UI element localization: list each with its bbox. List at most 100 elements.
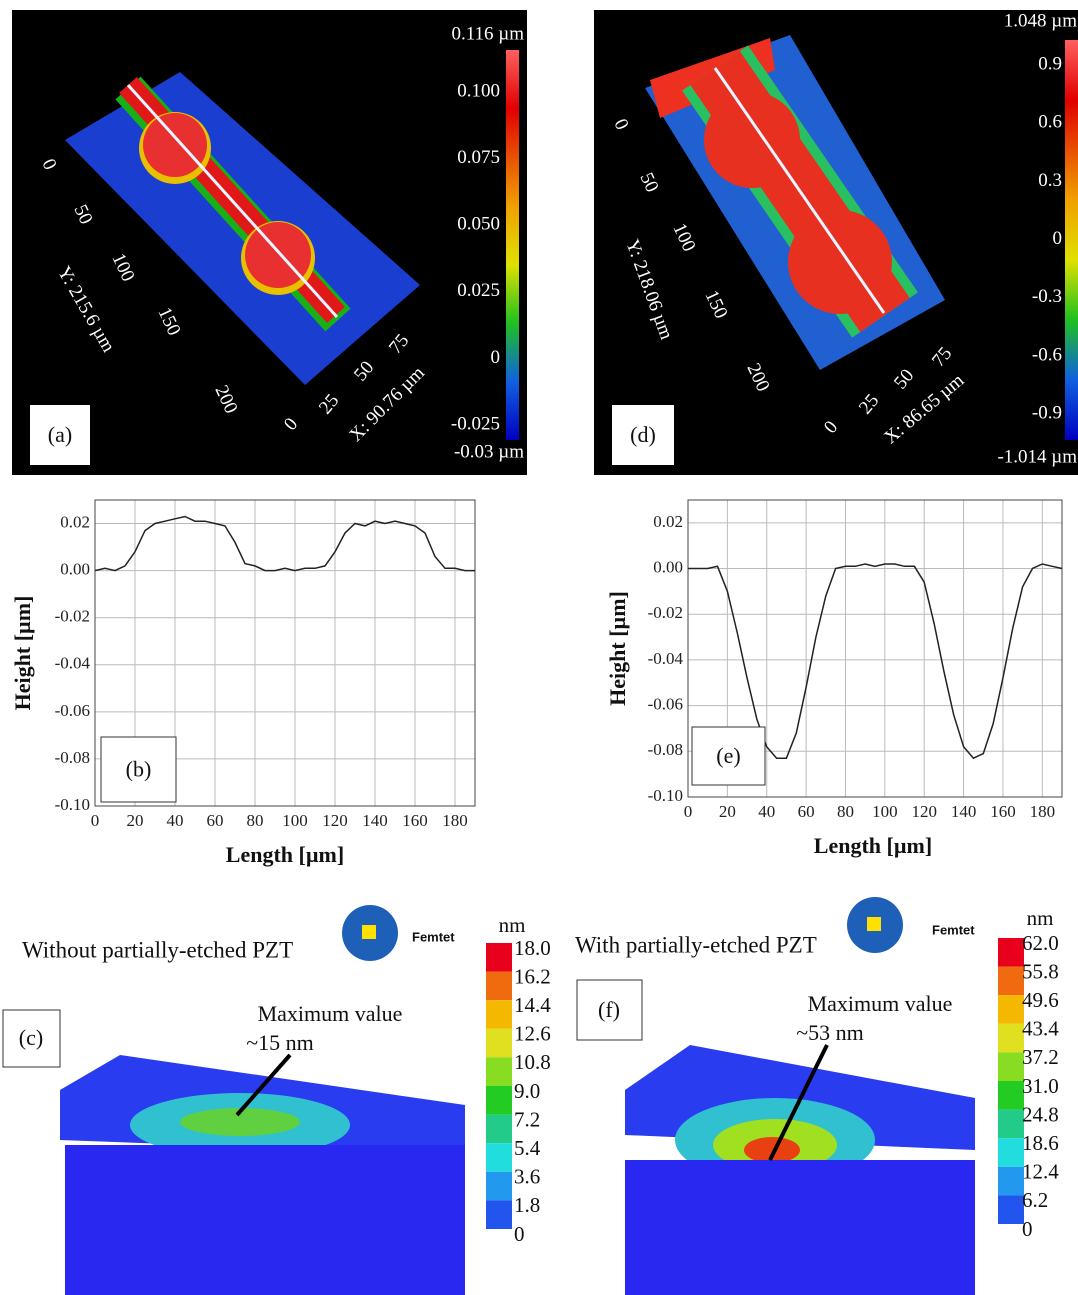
arrow bbox=[768, 1044, 829, 1161]
scale-band bbox=[998, 1195, 1024, 1224]
scale-band bbox=[998, 1109, 1024, 1139]
x-axis-title: Length [µm] bbox=[226, 842, 344, 867]
label-box bbox=[2, 1009, 61, 1068]
label-box bbox=[576, 979, 643, 1041]
scale-tick-label: 12.4 bbox=[1022, 1160, 1059, 1184]
x-tick-label: 140 bbox=[951, 802, 977, 821]
x-tick-label: 20 bbox=[719, 802, 736, 821]
y-tick-label: -0.06 bbox=[648, 695, 683, 714]
x-tick-label: 0 bbox=[684, 802, 693, 821]
label-box bbox=[691, 726, 766, 786]
scale-tick-label: 18.0 bbox=[514, 936, 551, 960]
plot-frame bbox=[687, 499, 1063, 798]
y-axis-title: Height [µm] bbox=[605, 591, 630, 706]
panel-label: (b) bbox=[126, 757, 152, 782]
profile-line bbox=[713, 67, 886, 314]
y-tick-label: -0.10 bbox=[648, 786, 683, 805]
scale-tick-label: 62.0 bbox=[1022, 931, 1059, 955]
scale-tick-label: 0 bbox=[1022, 1217, 1033, 1241]
scale-band bbox=[486, 1057, 512, 1086]
logo-text: Femtet bbox=[412, 929, 455, 944]
scale-tick-label: 1.8 bbox=[514, 1193, 540, 1217]
scale-tick-label: 14.4 bbox=[514, 993, 551, 1017]
profile-line bbox=[688, 563, 1063, 760]
pad bbox=[788, 210, 892, 314]
scale-band bbox=[998, 966, 1024, 996]
panel-a: 0.116 µm -0.03 µm Y: 215.6 µm X: 90.76 µ… bbox=[12, 10, 527, 475]
scale-tick-label: -0.025 bbox=[451, 413, 500, 434]
y-tick-label: -0.02 bbox=[648, 603, 683, 622]
x-axis-title: Length [µm] bbox=[814, 833, 932, 858]
x-tick-label: 180 bbox=[442, 811, 468, 830]
y-tick-label: -0.04 bbox=[55, 654, 91, 673]
scale-tick-label: 6.2 bbox=[1022, 1188, 1048, 1212]
scale-band bbox=[486, 1171, 512, 1201]
scale-tick-label: 18.6 bbox=[1022, 1131, 1059, 1155]
scale-tick-label: -0.6 bbox=[1032, 344, 1062, 365]
logo-text: Femtet bbox=[932, 922, 975, 937]
scale-tick-label: 43.4 bbox=[1022, 1017, 1059, 1041]
profile-line bbox=[126, 83, 339, 319]
scale-band bbox=[486, 1114, 512, 1144]
max-value: ~15 nm bbox=[246, 1030, 314, 1055]
scale-tick-label: 0 bbox=[514, 1222, 525, 1246]
scale-band bbox=[998, 1023, 1024, 1053]
label-box bbox=[30, 405, 90, 465]
x-tick-label: 100 bbox=[282, 811, 308, 830]
scale-max: 1.048 µm bbox=[1004, 10, 1077, 31]
x-tick-label: 160 bbox=[402, 811, 428, 830]
panel-title: Without partially-etched PZT bbox=[22, 937, 293, 962]
pad bbox=[143, 113, 207, 177]
x-tick-label: 80 bbox=[247, 811, 264, 830]
arrow bbox=[235, 1053, 292, 1117]
scale-band bbox=[486, 1143, 512, 1172]
y-tick-label: 0.00 bbox=[60, 560, 90, 579]
y-tick-label: -0.06 bbox=[55, 701, 90, 720]
y-tick-label: -0.10 bbox=[55, 795, 90, 814]
panel-d: 1.048 µm -1.014 µm Y: 218.06 µm X: 86.65… bbox=[594, 10, 1078, 475]
y-axis-title: Height [µm] bbox=[10, 596, 35, 711]
x-tick-label: 100 bbox=[872, 802, 898, 821]
scale-tick-label: 7.2 bbox=[514, 1107, 540, 1131]
color-scale bbox=[506, 50, 519, 440]
scale-band bbox=[486, 971, 512, 1001]
x-tick-label: 20 bbox=[127, 811, 144, 830]
scale-band bbox=[998, 995, 1024, 1024]
scale-tick-label: 0 bbox=[491, 347, 501, 368]
panel-f: With partially-etched PZT Femtet nm (f) … bbox=[575, 897, 1059, 1295]
scale-max: 0.116 µm bbox=[451, 23, 524, 44]
panel-label: (a) bbox=[48, 422, 72, 447]
scale-tick-label: 3.6 bbox=[514, 1165, 540, 1189]
scale-min: -1.014 µm bbox=[997, 446, 1077, 467]
scale-tick-label: 5.4 bbox=[514, 1136, 541, 1160]
x-tick-label: 160 bbox=[990, 802, 1016, 821]
scale-tick-label: 55.8 bbox=[1022, 959, 1059, 983]
profile-line bbox=[94, 515, 475, 572]
scale-tick-label: 31.0 bbox=[1022, 1074, 1059, 1098]
x-tick-label: 80 bbox=[837, 802, 854, 821]
label-box bbox=[100, 736, 177, 803]
panel-c: Without partially-etched PZT Femtet nm (… bbox=[2, 905, 551, 1295]
scale-tick-label: 0.025 bbox=[457, 280, 500, 301]
scale-tick-label: 0.3 bbox=[1038, 170, 1062, 191]
scale-tick-label: -0.9 bbox=[1032, 403, 1062, 424]
scale-tick-label: 24.8 bbox=[1022, 1102, 1059, 1126]
scale-tick-label: 10.8 bbox=[514, 1050, 551, 1074]
scale-band bbox=[998, 1138, 1024, 1167]
displacement-peak bbox=[180, 1108, 300, 1136]
scale-band bbox=[998, 1166, 1024, 1196]
panel-label: (e) bbox=[716, 743, 740, 768]
scale-tick-label: 37.2 bbox=[1022, 1045, 1059, 1069]
scale-tick-label: 0.075 bbox=[457, 147, 500, 168]
scale-tick-label: 0 bbox=[1053, 228, 1063, 249]
scale-unit: nm bbox=[499, 913, 526, 937]
scale-band bbox=[486, 1200, 512, 1229]
x-tick-label: 0 bbox=[91, 811, 100, 830]
scale-band bbox=[998, 938, 1024, 967]
panel-label: (c) bbox=[19, 1025, 43, 1050]
scale-band bbox=[486, 943, 512, 972]
y-tick-label: 0.00 bbox=[653, 557, 683, 576]
block-face bbox=[625, 1160, 975, 1295]
x-tick-label: 60 bbox=[798, 802, 815, 821]
